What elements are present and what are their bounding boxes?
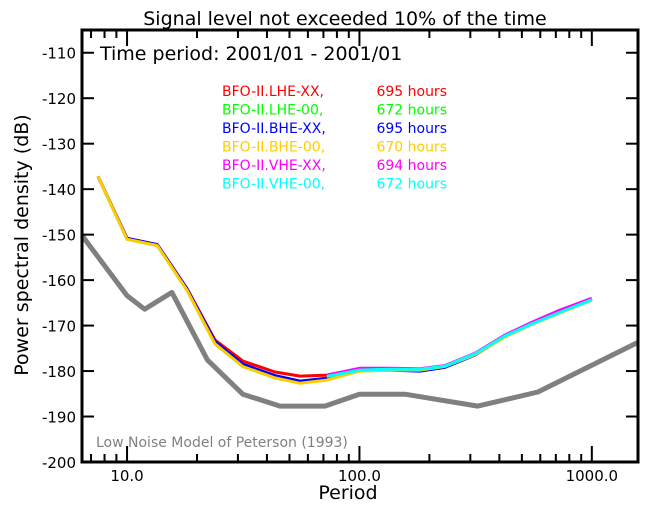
legend-hours-5: 672 hours <box>376 177 447 193</box>
y-tick-label: -130 <box>42 136 76 154</box>
x-axis-label: Period <box>318 482 377 504</box>
reference-model-label: Low Noise Model of Peterson (1993) <box>96 435 348 451</box>
x-tick-label: 100.0 <box>338 467 381 485</box>
series-line-0 <box>96 175 593 378</box>
y-tick-label: -140 <box>42 181 76 199</box>
y-tick-label: -180 <box>42 363 76 381</box>
y-tick-label: -200 <box>42 454 76 472</box>
reference-model-line <box>79 234 640 409</box>
y-tick-label: -170 <box>42 318 76 336</box>
legend-label-0: BFO-II.LHE-XX, <box>222 84 324 100</box>
chart-title: Signal level not exceeded 10% of the tim… <box>143 8 547 30</box>
series-line-1 <box>96 175 593 385</box>
plot-frame <box>80 28 640 464</box>
y-tick-label: -120 <box>42 90 76 108</box>
legend-hours-4: 694 hours <box>376 158 447 174</box>
legend-label-3: BFO-II.BHE-00, <box>222 140 325 156</box>
legend-label-5: BFO-II.VHE-00, <box>222 177 325 193</box>
series-line-3 <box>96 175 593 385</box>
y-tick-label: -150 <box>42 227 76 245</box>
legend-hours-3: 670 hours <box>376 140 447 156</box>
x-tick-label: 10.0 <box>110 467 143 485</box>
series-line-5 <box>326 298 593 378</box>
series-line-2 <box>96 175 593 383</box>
y-tick-label: -190 <box>42 409 76 427</box>
chart-subtitle: Time period: 2001/01 - 2001/01 <box>99 43 402 65</box>
legend-hours-0: 695 hours <box>376 84 447 100</box>
legend-hours-2: 695 hours <box>376 121 447 137</box>
y-tick-label: -110 <box>42 45 76 63</box>
legend-label-2: BFO-II.BHE-XX, <box>222 121 326 137</box>
legend-hours-1: 672 hours <box>376 103 447 119</box>
y-tick-label: -160 <box>42 272 76 290</box>
x-tick-label: 1000.0 <box>566 467 619 485</box>
y-axis-label: Power spectral density (dB) <box>11 114 33 375</box>
legend-label-1: BFO-II.LHE-00, <box>222 103 323 119</box>
series-line-4 <box>326 296 593 377</box>
legend-label-4: BFO-II.VHE-XX, <box>222 158 326 174</box>
